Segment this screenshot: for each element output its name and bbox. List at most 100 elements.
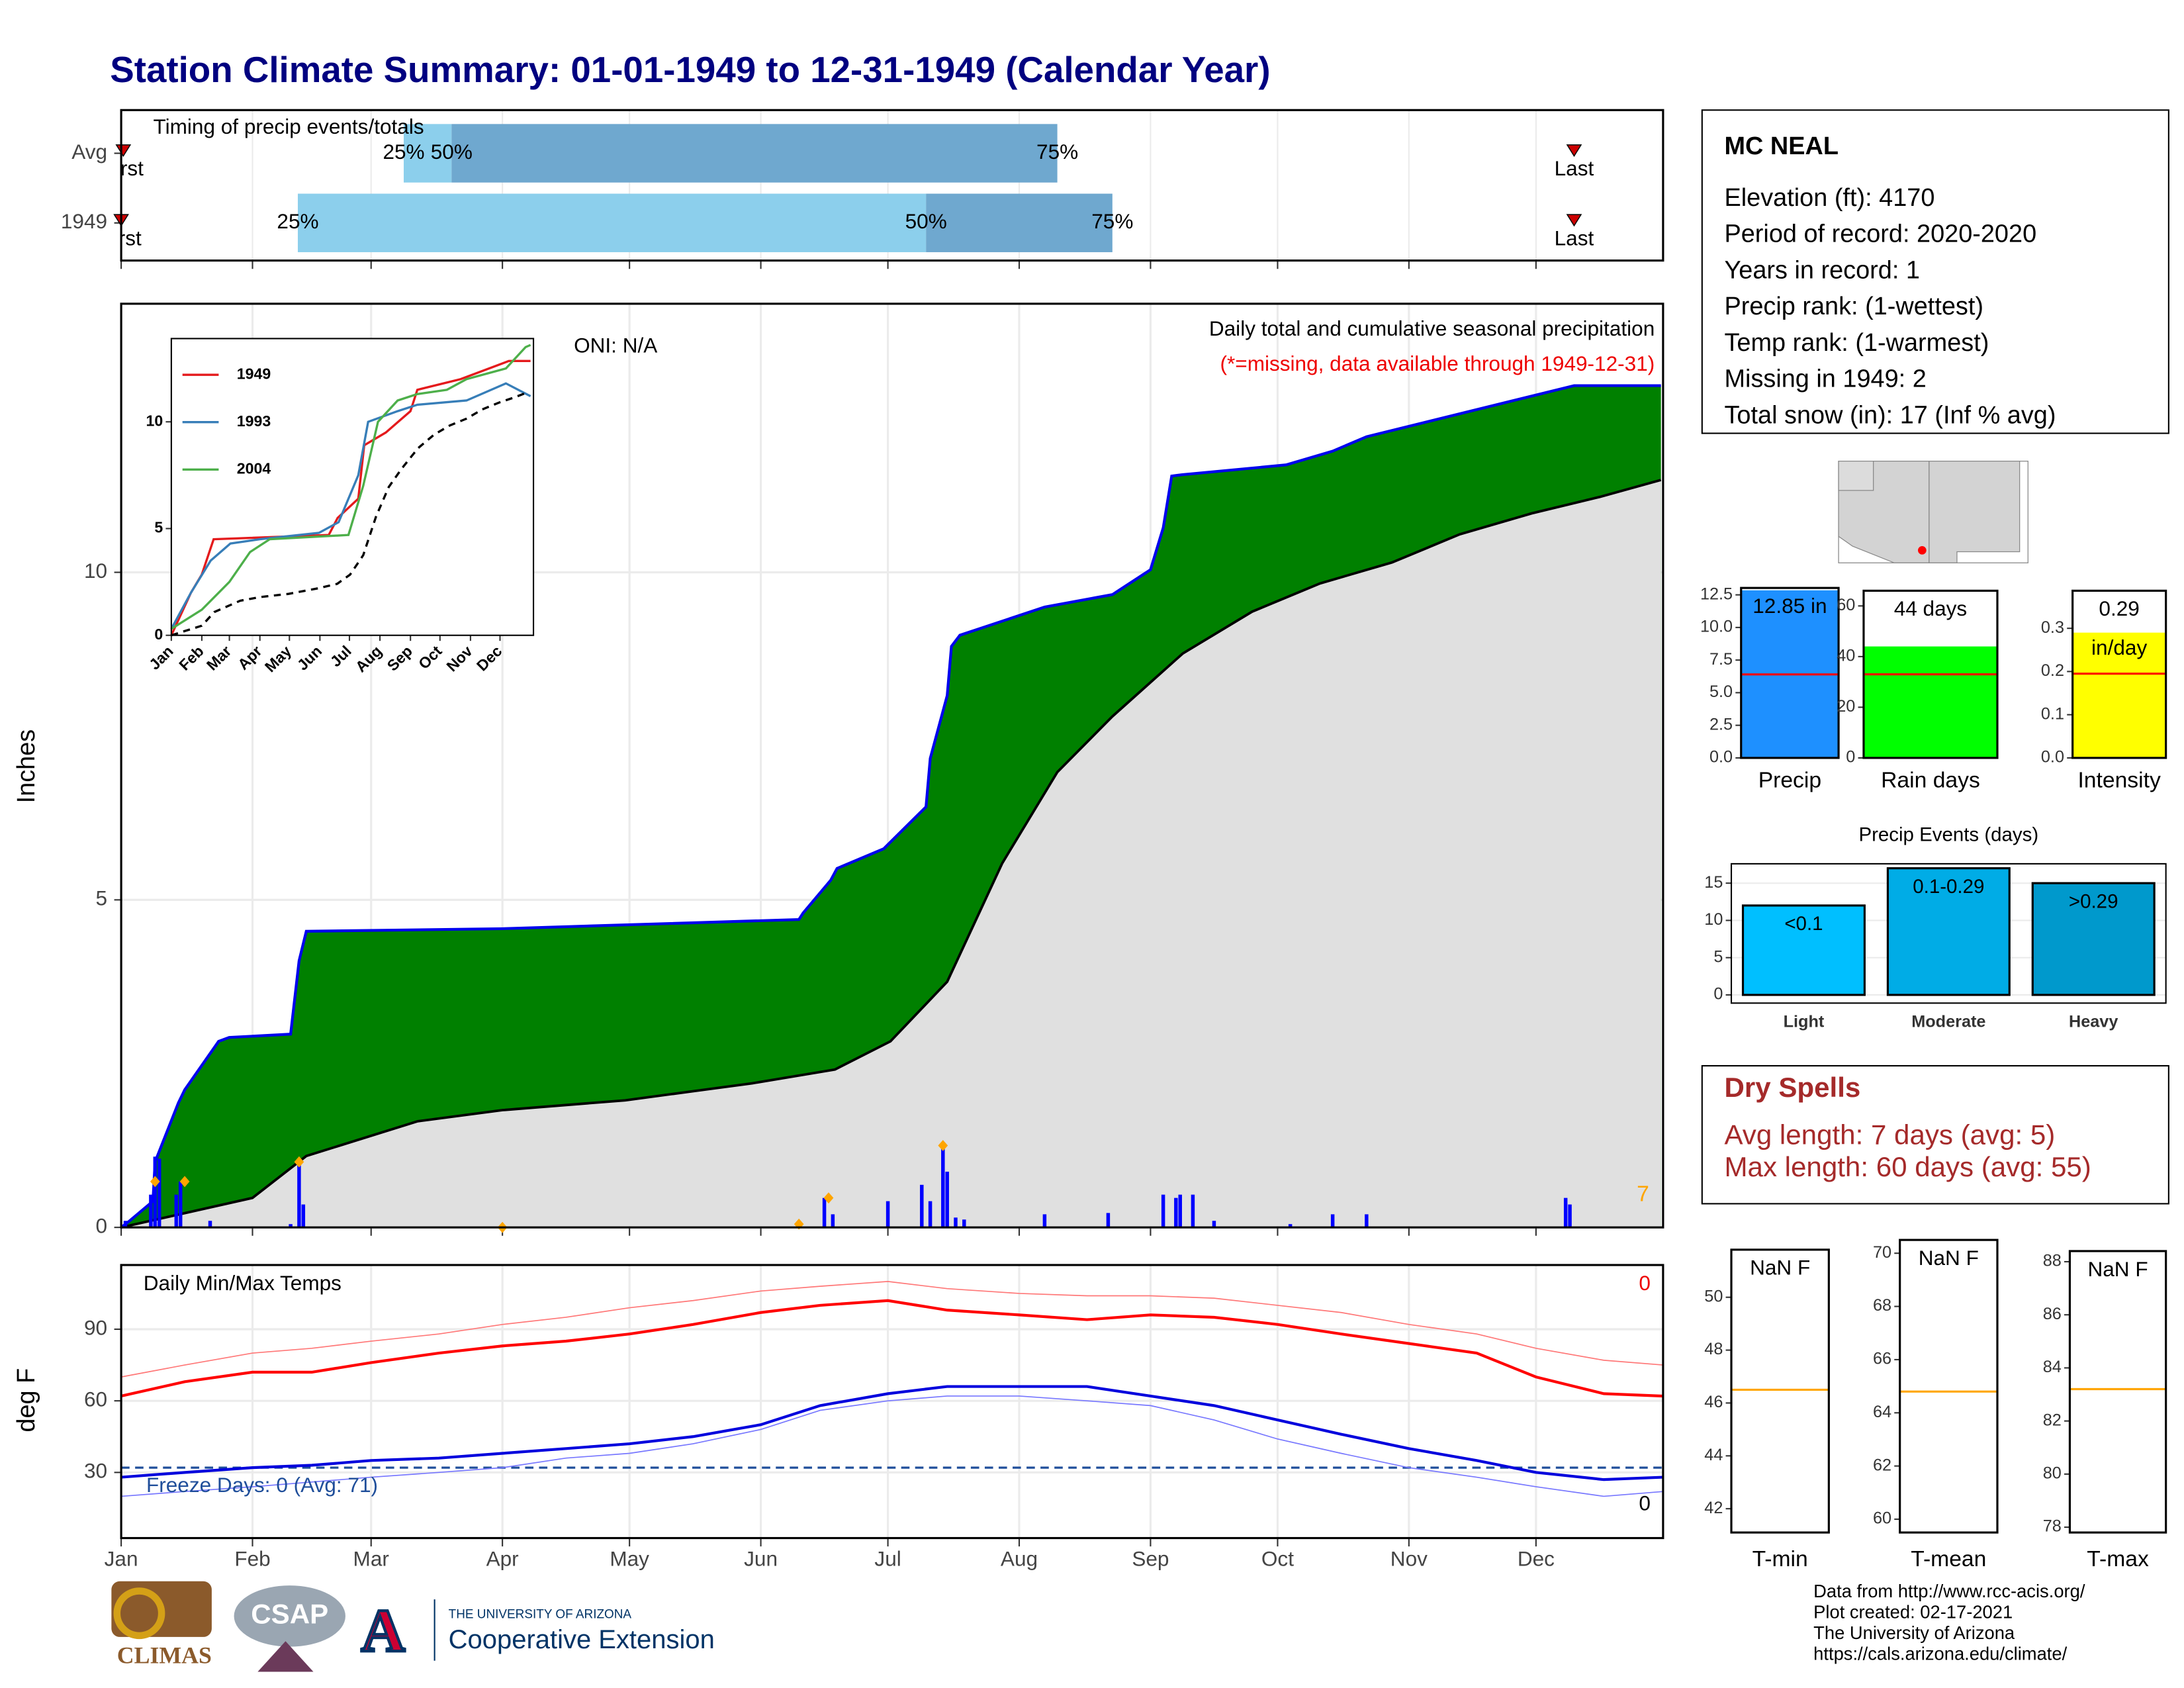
- gauge-label: T-max: [2087, 1547, 2149, 1571]
- csap-mountain: [257, 1641, 314, 1672]
- y-tick-label: 82: [2043, 1411, 2062, 1429]
- gauge-panel: [2070, 1250, 2166, 1533]
- climas-text: CLIMAS: [117, 1642, 212, 1669]
- chart-title: Daily total and cumulative seasonal prec…: [1209, 316, 1655, 340]
- locator-map: [1838, 461, 2028, 563]
- dry-spells-title: Dry Spells: [1724, 1072, 1860, 1103]
- chart-title: Precip Events (days): [1858, 824, 2038, 846]
- station-line: Period of record: 2020-2020: [1724, 220, 2036, 248]
- y-tick-label: 10: [1704, 910, 1723, 929]
- corner-label: 7: [1637, 1182, 1649, 1207]
- daily-bar: [1568, 1204, 1572, 1228]
- x-tick-label: Apr: [486, 1547, 519, 1571]
- legend-label: 1949: [237, 365, 271, 382]
- daily-bar: [1161, 1194, 1165, 1228]
- daily-bar: [157, 1158, 161, 1228]
- first-label: First: [103, 156, 144, 180]
- station-name: MC NEAL: [1724, 132, 1839, 160]
- logos: CLIMAS CSAP A THE UNIVERSITY OF ARIZONA …: [111, 1581, 715, 1672]
- inset-border: [170, 338, 535, 636]
- y-tick-label: 0: [1846, 748, 1855, 767]
- y-tick-label: 46: [1704, 1393, 1723, 1411]
- y-tick-label: 44: [1704, 1446, 1723, 1464]
- value-label: 12.85 in: [1752, 594, 1827, 618]
- bar: [1741, 904, 1866, 996]
- ua-logo: A: [361, 1597, 405, 1665]
- dry-spell-line: Avg length: 7 days (avg: 5): [1724, 1119, 2055, 1150]
- y-tick-label: 12.5: [1700, 585, 1733, 603]
- footer-line: https://cals.arizona.edu/climate/: [1813, 1644, 2067, 1664]
- y-tick-label: 60: [1837, 596, 1855, 614]
- y-tick-label: 42: [1704, 1499, 1723, 1517]
- y-tick-label: 10.0: [1700, 618, 1733, 636]
- daily-bar: [1106, 1213, 1111, 1228]
- value-label: 0.29: [2099, 596, 2139, 620]
- temp-line: [120, 1385, 1663, 1481]
- bin-label: 0.1-0.29: [1913, 876, 1984, 898]
- gauge-label: Rain days: [1881, 769, 1980, 793]
- panel-border: [120, 303, 1664, 1229]
- min-missing: 0: [1639, 1491, 1651, 1515]
- timing-title: Timing of precip events/totals: [154, 115, 424, 138]
- gauge-label: T-mean: [1911, 1547, 1986, 1571]
- y-tick-label: 0.1: [2041, 704, 2064, 723]
- footer-line: Plot created: 02-17-2021: [1813, 1601, 2013, 1622]
- timing-bar: [298, 193, 927, 252]
- gauge-border: [1862, 589, 1999, 759]
- timing-label: 50%: [431, 140, 473, 164]
- inset-line: [171, 391, 529, 637]
- station-line: Temp rank: (1-warmest): [1724, 329, 1989, 357]
- csap-cloud: [234, 1585, 345, 1647]
- extension-text: Cooperative Extension: [449, 1625, 715, 1654]
- bin-label: <0.1: [1784, 913, 1823, 935]
- daily-bar: [954, 1217, 958, 1228]
- timing-label: 25%: [383, 140, 424, 164]
- daily-bar: [886, 1201, 890, 1228]
- x-tick-label: Nov: [1390, 1547, 1428, 1571]
- x-tick-label: Mar: [353, 1547, 389, 1571]
- x-tick-label: Heavy: [2069, 1012, 2118, 1031]
- daily-bar: [1042, 1214, 1047, 1228]
- gauge-border: [2071, 589, 2167, 759]
- y-tick-label: 5: [96, 886, 108, 910]
- daily-bar: [920, 1184, 924, 1228]
- inset-line: [170, 344, 531, 630]
- row-label: 1949: [61, 209, 107, 233]
- gauge-border: [1730, 1248, 1830, 1534]
- gauge-label: Intensity: [2077, 769, 2161, 793]
- oni-label: ONI: N/A: [574, 333, 657, 357]
- inset-line: [170, 359, 531, 636]
- x-tick-label: May: [610, 1547, 649, 1571]
- bar: [2031, 882, 2156, 996]
- x-tick-label: Sep: [1132, 1547, 1169, 1571]
- station-line: Precip rank: (1-wettest): [1724, 293, 1983, 320]
- freeze-label: Freeze Days: 0 (Avg: 71): [146, 1473, 378, 1497]
- daily-bar: [1330, 1214, 1335, 1228]
- event-marker: [294, 1156, 304, 1168]
- panel-border: [120, 109, 1664, 262]
- gauge-label: T-min: [1752, 1547, 1808, 1571]
- timing-label: 25%: [277, 209, 318, 233]
- y-tick-label: 5: [1713, 947, 1723, 966]
- y-tick-label: 60: [84, 1387, 107, 1411]
- timing-label: 75%: [1091, 209, 1133, 233]
- daily-bar: [1178, 1194, 1182, 1228]
- legend-label: 1993: [237, 412, 271, 430]
- daily-bar: [941, 1145, 945, 1228]
- y-tick-label: 10: [84, 559, 107, 583]
- temp-line: [121, 1395, 1663, 1497]
- daily-bar: [1174, 1197, 1178, 1228]
- x-tick-label: Jan: [105, 1547, 138, 1571]
- average-area: [121, 480, 1661, 1228]
- y-tick-label: 0.3: [2041, 618, 2064, 637]
- last-label: Last: [1555, 156, 1594, 180]
- y-tick-label: 0: [1713, 985, 1723, 1004]
- y-tick-label: 0.2: [2041, 661, 2064, 680]
- x-tick-label: Jun: [744, 1547, 778, 1571]
- gauge-panel: [1731, 1249, 1829, 1533]
- y-axis-label: Inches: [13, 729, 40, 804]
- gauge-border: [1740, 586, 1840, 759]
- temp-line: [120, 1299, 1663, 1398]
- first-marker: [115, 144, 132, 158]
- first-label: First: [101, 226, 142, 250]
